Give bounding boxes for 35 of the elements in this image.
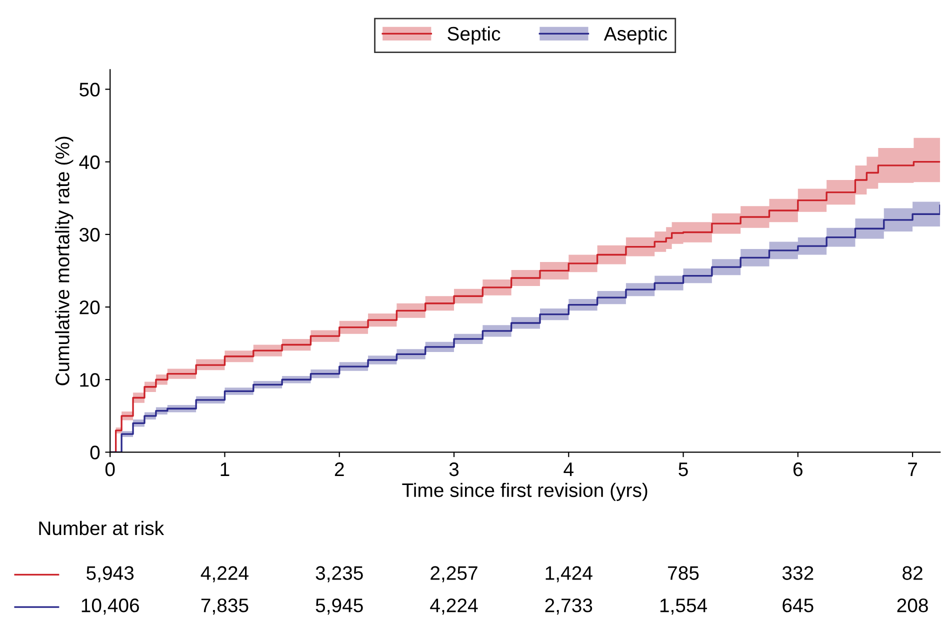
text: 1,554 <box>660 598 708 615</box>
text: 785 <box>668 566 699 580</box>
x-tick-label: 3 <box>449 462 459 476</box>
y-tick-label: 10 <box>80 373 100 387</box>
text: 2,733 <box>545 598 592 615</box>
y-tick-label: 30 <box>79 228 100 242</box>
y-axis-title: Cumulative mortality rate (%) <box>55 136 74 386</box>
text: 7,835 <box>201 598 248 615</box>
x-tick-label: 0 <box>105 462 115 476</box>
text: 645 <box>782 598 814 612</box>
text: 5,943 <box>86 566 134 582</box>
text: 4,224 <box>200 566 248 582</box>
y-tick-label: 0 <box>90 446 100 460</box>
x-tick-label: 1 <box>220 462 230 476</box>
x-tick-label: 7 <box>908 462 917 476</box>
text: 4,224 <box>430 598 478 615</box>
text: 332 <box>782 566 814 580</box>
text: 1,424 <box>546 566 592 582</box>
legend-label: Septic <box>448 26 500 45</box>
y-tick-label: 20 <box>80 300 100 314</box>
text: 3,235 <box>316 566 363 582</box>
text: 5,945 <box>316 598 363 615</box>
text: 2,257 <box>430 566 478 582</box>
y-tick-label: 40 <box>79 155 100 170</box>
text: Number at risk <box>39 520 164 536</box>
x-axis-title: Time since first revision (yrs) <box>402 482 648 501</box>
x-tick-label: 4 <box>564 462 574 476</box>
legend-label: Aseptic <box>604 26 668 45</box>
x-tick-label: 6 <box>793 462 802 476</box>
x-tick-label: 5 <box>678 462 688 476</box>
text: 82 <box>902 566 922 580</box>
x-tick-label: 2 <box>334 462 344 476</box>
text: 208 <box>897 598 928 612</box>
text: 10,406 <box>82 598 139 615</box>
y-tick-label: 50 <box>80 82 100 96</box>
